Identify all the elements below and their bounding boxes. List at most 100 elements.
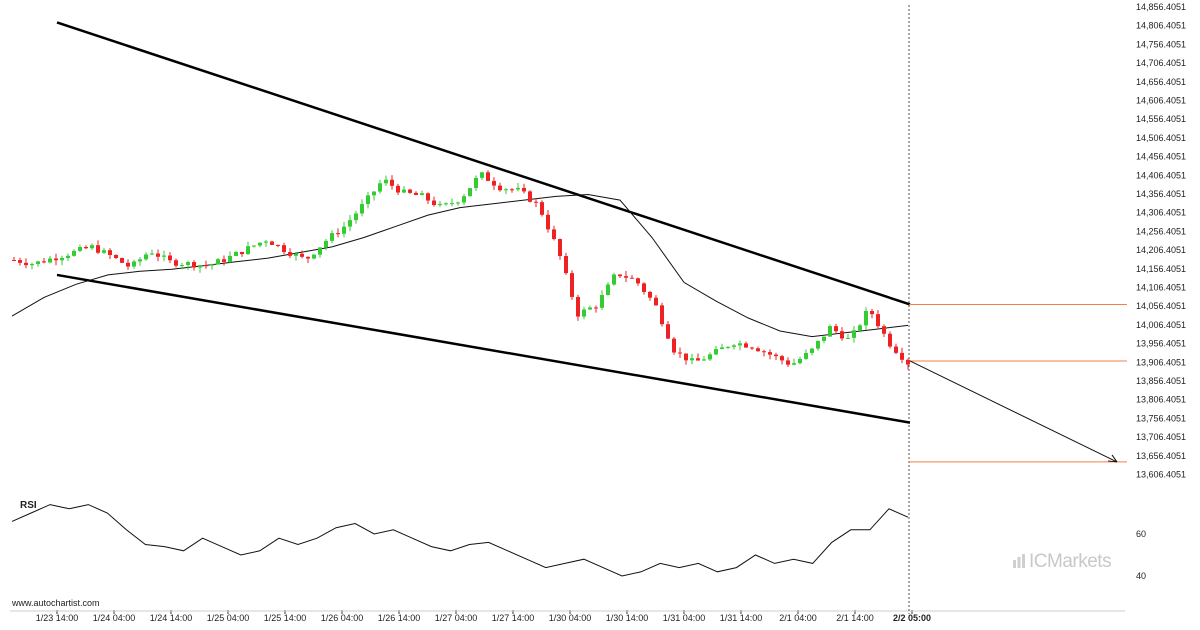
candle-up — [444, 203, 448, 205]
candle-up — [264, 241, 268, 243]
candle-down — [84, 247, 88, 249]
candle-up — [162, 255, 166, 257]
candle-up — [468, 188, 472, 197]
candle-down — [18, 260, 22, 263]
rsi-line — [11, 504, 909, 577]
candle-down — [414, 192, 418, 196]
candle-down — [558, 239, 562, 257]
candle-up — [420, 193, 424, 196]
candle-down — [270, 241, 274, 245]
candle-down — [108, 250, 112, 255]
candle-down — [510, 189, 514, 191]
price-tick-label: 14,356.4051 — [1136, 189, 1186, 199]
candle-up — [324, 240, 328, 248]
candle-down — [564, 256, 568, 274]
candle-up — [330, 233, 334, 241]
candle-up — [600, 295, 604, 308]
rsi-label: RSI — [20, 500, 37, 511]
time-tick-label: 1/24 04:00 — [93, 613, 136, 623]
candle-down — [42, 261, 46, 263]
candle-up — [138, 259, 142, 262]
rsi-tick-label: 60 — [1136, 529, 1146, 539]
candle-up — [318, 247, 322, 255]
candle-down — [642, 283, 646, 292]
candle-up — [450, 203, 454, 205]
ma-path — [11, 193, 909, 338]
candle-down — [156, 253, 160, 257]
time-tick-label: 1/24 14:00 — [150, 613, 193, 623]
candlesticks — [12, 170, 910, 370]
candle-down — [894, 346, 898, 353]
candle-down — [174, 260, 178, 266]
candle-up — [822, 336, 826, 341]
candle-up — [720, 347, 724, 350]
candle-up — [30, 264, 34, 266]
price-axis: 14,856.4051 14,806.4051 14,756.4051 14,706.… — [1136, 2, 1186, 480]
candle-up — [366, 195, 370, 205]
candle-down — [498, 185, 502, 191]
candle-down — [552, 229, 556, 240]
channel-lower-line — [56, 273, 911, 424]
brand-name: ICMarkets — [1029, 551, 1112, 572]
price-tick-label: 13,906.4051 — [1136, 357, 1186, 367]
time-tick-label: 1/31 04:00 — [663, 613, 706, 623]
time-tick-label: 1/26 14:00 — [378, 613, 421, 623]
candle-down — [780, 356, 784, 361]
projection-arrow — [909, 360, 1118, 463]
candle-down — [396, 185, 400, 193]
candle-down — [666, 324, 670, 339]
price-tick-label: 14,606.4051 — [1136, 96, 1186, 106]
level-lines — [909, 303, 1127, 463]
candle-down — [624, 276, 628, 278]
candle-down — [774, 354, 778, 357]
candle-up — [60, 258, 64, 261]
candle-down — [876, 314, 880, 327]
descending-channel — [56, 21, 911, 424]
candle-down — [672, 338, 676, 353]
candle-up — [606, 284, 610, 296]
candle-up — [102, 250, 106, 253]
price-tick-label: 14,706.4051 — [1136, 58, 1186, 68]
candle-up — [312, 254, 316, 259]
candle-down — [204, 265, 208, 267]
candle-up — [372, 191, 376, 196]
time-tick-label: 1/27 04:00 — [435, 613, 478, 623]
candle-up — [792, 363, 796, 365]
candle-up — [90, 245, 94, 249]
candle-down — [570, 273, 574, 297]
candle-down — [678, 352, 682, 354]
candle-down — [654, 297, 658, 306]
candle-up — [378, 183, 382, 192]
candle-down — [594, 307, 598, 309]
price-tick-label: 13,706.4051 — [1136, 432, 1186, 442]
candle-down — [336, 233, 340, 235]
candle-down — [870, 310, 874, 315]
candle-up — [402, 189, 406, 193]
brand-logo: ICMarkets — [1012, 551, 1112, 573]
candle-up — [198, 265, 202, 268]
candle-down — [522, 187, 526, 192]
candle-up — [816, 340, 820, 349]
time-tick-label: 2/1 14:00 — [836, 613, 874, 623]
candle-up — [36, 261, 40, 265]
candle-down — [282, 245, 286, 253]
candle-up — [348, 220, 352, 227]
candle-down — [96, 245, 100, 253]
price-tick-label: 14,806.4051 — [1136, 21, 1186, 31]
candle-down — [636, 278, 640, 284]
candle-down — [492, 180, 496, 186]
price-tick-label: 14,206.4051 — [1136, 245, 1186, 255]
candle-down — [882, 326, 886, 334]
candle-down — [744, 343, 748, 348]
candle-up — [234, 251, 238, 256]
channel-upper-line — [56, 21, 911, 306]
candle-up — [714, 349, 718, 355]
candle-down — [534, 201, 538, 203]
candle-up — [582, 309, 586, 317]
candle-down — [276, 244, 280, 246]
candle-up — [228, 255, 232, 262]
price-tick-label: 14,506.4051 — [1136, 133, 1186, 143]
candle-down — [408, 189, 412, 193]
time-tick-label: 2/2 05:00 — [893, 613, 931, 623]
